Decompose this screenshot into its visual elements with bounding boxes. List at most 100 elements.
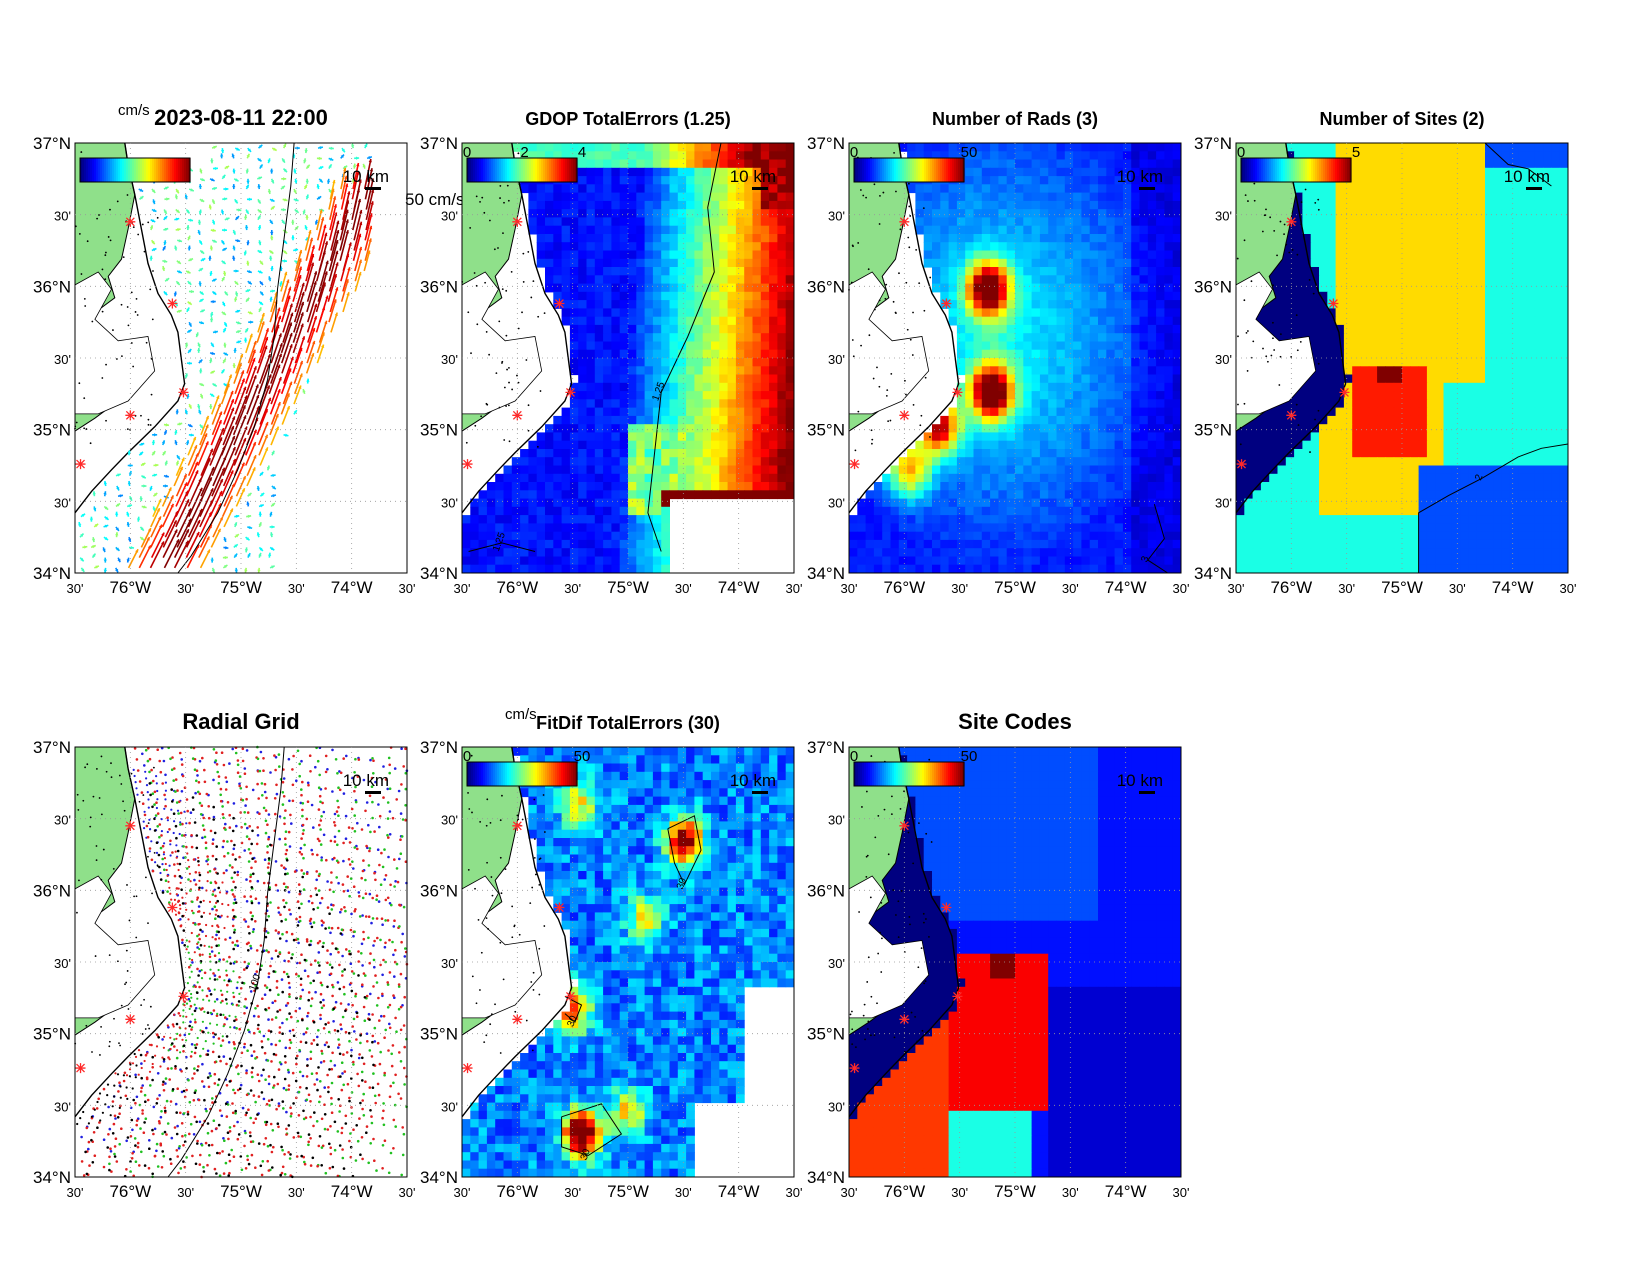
current-vector (339, 209, 349, 241)
heat-cell (1064, 176, 1074, 185)
heat-cell (1048, 358, 1057, 367)
colorbar-cell (517, 158, 520, 182)
current-vector-head (103, 491, 107, 495)
heat-cell (1015, 159, 1024, 169)
heat-cell (619, 457, 629, 466)
heat-cell (769, 151, 778, 161)
heat-cell (1164, 291, 1174, 301)
heat-cell (1064, 473, 1074, 483)
heat-cell (744, 217, 753, 227)
heat-cell (727, 391, 737, 400)
heat-cell (669, 250, 679, 260)
heat-cell (907, 515, 916, 524)
heat-cell (1081, 324, 1091, 334)
heat-cell (677, 465, 687, 475)
heat-cell (1098, 366, 1107, 376)
heat-cell (1172, 548, 1182, 557)
heat-cell (603, 333, 612, 342)
heat-cell (1039, 200, 1049, 210)
current-vector-head (277, 315, 282, 320)
island-dot (147, 418, 150, 421)
colorbar-cell (950, 158, 953, 182)
current-vector-head (266, 385, 270, 389)
colorbar-cell (150, 158, 153, 182)
heat-cell (981, 515, 991, 524)
current-vector-head (258, 158, 262, 162)
current-vector-head (209, 272, 213, 276)
heat-cell (495, 473, 504, 483)
current-vector (293, 301, 305, 333)
current-vector-head (199, 241, 203, 245)
heat-cell (578, 415, 587, 425)
heat-cell (1172, 556, 1182, 566)
current-vector (280, 295, 291, 323)
heat-cell (611, 531, 621, 541)
current-vector-head (197, 221, 202, 225)
heat-cell (586, 234, 596, 243)
heat-cell (890, 548, 900, 557)
heat-cell (940, 234, 950, 243)
current-vector-head (237, 208, 242, 212)
island-dot (109, 239, 112, 242)
heat-cell (1098, 184, 1107, 194)
heat-cell (652, 531, 662, 541)
heat-cell (998, 482, 1008, 491)
current-vector-head (115, 527, 119, 531)
heat-cell (661, 324, 670, 334)
heat-cell (594, 531, 604, 541)
heat-cell (470, 506, 480, 516)
current-vector-head (213, 145, 217, 149)
heat-cell (1081, 333, 1091, 342)
heat-cell (948, 250, 958, 260)
colorbar-frame (79, 157, 191, 183)
current-vector (282, 312, 294, 343)
heat-cell (1064, 424, 1074, 433)
heat-cell (503, 556, 513, 566)
heat-cell (1106, 143, 1116, 152)
heat-cell (1164, 498, 1174, 508)
colorbar-cell (898, 158, 901, 182)
island-dot (498, 406, 501, 409)
heat-cell (1172, 399, 1182, 409)
heat-cell (1039, 539, 1049, 549)
heat-cell (1089, 300, 1099, 309)
heat-cell (1106, 531, 1116, 541)
heat-cell (644, 291, 654, 301)
heat-cell (1147, 374, 1157, 384)
heat-cell (669, 490, 679, 500)
heat-cell (956, 151, 966, 161)
heat-cell (973, 457, 983, 466)
heat-cell (594, 449, 604, 458)
heat-cell (578, 457, 587, 466)
current-vector (329, 179, 336, 200)
heat-cell (719, 184, 729, 194)
heat-cell (719, 424, 729, 433)
heat-cell (932, 217, 941, 227)
heat-cell (652, 324, 662, 334)
current-vector (200, 466, 215, 497)
heat-cell (586, 415, 596, 425)
heat-cell (603, 382, 612, 392)
heat-cell (719, 275, 729, 285)
heat-cell (545, 151, 554, 161)
heat-cell (711, 234, 720, 243)
current-vector-head (271, 565, 275, 569)
heat-cell (1131, 506, 1140, 516)
heat-cell (973, 449, 983, 458)
current-vector (364, 213, 373, 241)
current-vector-head (177, 228, 181, 232)
heat-cell (569, 424, 579, 433)
heat-cell (1131, 308, 1140, 318)
heat-cell (495, 564, 504, 574)
heat-cell (636, 358, 646, 367)
heat-cell (1056, 358, 1066, 367)
current-vector (211, 467, 226, 497)
heat-cell (981, 176, 991, 185)
heat-cell (923, 440, 933, 450)
heat-cell (998, 234, 1008, 243)
heat-cell (578, 424, 587, 433)
heat-cell (1031, 358, 1041, 367)
heat-cell (619, 432, 629, 442)
island-dot (912, 404, 915, 406)
current-vector-head (345, 279, 349, 283)
